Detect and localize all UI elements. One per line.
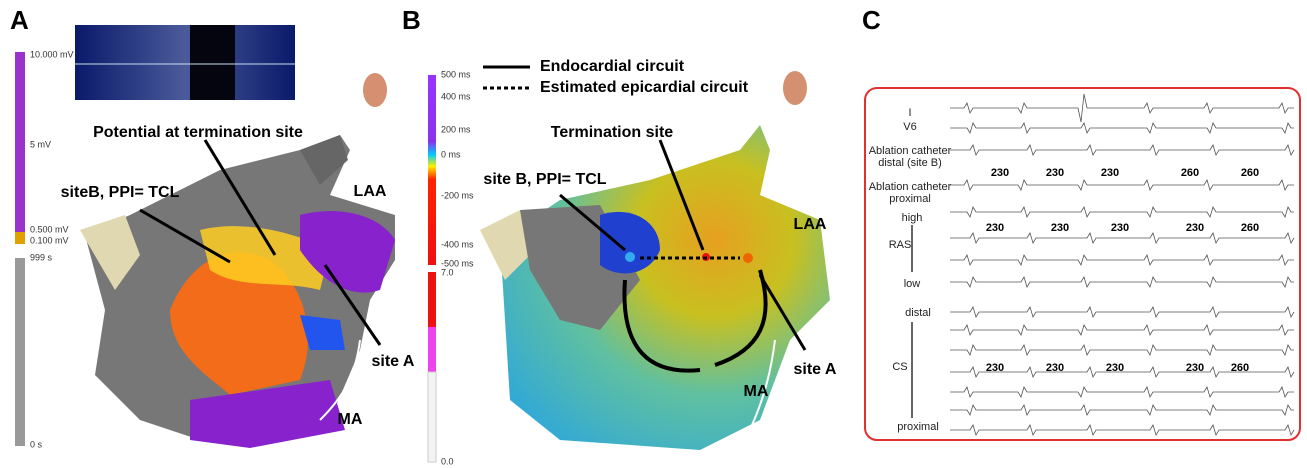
cycle-length: 230 (1046, 362, 1064, 374)
cycle-length: 230 (1046, 167, 1064, 179)
cycle-length: 230 (1051, 222, 1069, 234)
cycle-length: 260 (1241, 222, 1259, 234)
cycle-length: 230 (986, 222, 1004, 234)
panel-label: A (10, 5, 29, 35)
panel-label: B (402, 5, 421, 35)
scale-bar (15, 232, 25, 244)
lead-label: Ablation catheter (869, 181, 952, 193)
torso-icon (363, 73, 387, 107)
cycle-length: 230 (1186, 222, 1204, 234)
torso-icon (783, 71, 807, 105)
scale-label: 0 ms (441, 149, 461, 159)
figure: A B C 10.000 mV 5 mV 0.500 mV0.100 mV 999 s… (0, 0, 1307, 468)
cycle-length: 260 (1231, 362, 1249, 374)
panel-label: C (862, 5, 881, 35)
scale-bar (428, 327, 436, 372)
scale-label: 7.0 (441, 267, 454, 277)
lead-label: distal (site B) (878, 157, 942, 169)
scale-label: 999 s (30, 252, 53, 262)
scale-bar (428, 272, 436, 327)
scale-label: 200 ms (441, 124, 471, 134)
scale-label: 0.100 mV (30, 235, 69, 245)
annotation: site A (372, 353, 415, 370)
scale-label: 0.500 mV (30, 224, 69, 234)
annotation: site B, PPI= TCL (483, 171, 606, 188)
site-marker (625, 252, 635, 262)
cycle-length: 230 (986, 362, 1004, 374)
annotation: LAA (354, 183, 387, 200)
scale-label: 0.0 (441, 456, 454, 466)
cycle-length: 260 (1241, 167, 1259, 179)
scale-label: 400 ms (441, 91, 471, 101)
annotation: LAA (794, 216, 827, 233)
lead-label: I (908, 107, 911, 119)
annotation: Potential at termination site (93, 124, 303, 141)
recording-frame (865, 88, 1300, 440)
annotation: MA (338, 411, 363, 428)
lead-label: V6 (903, 121, 916, 133)
lead-label: proximal (897, 421, 939, 433)
lead-label: Ablation catheter (869, 145, 952, 157)
scale-label: 500 ms (441, 69, 471, 79)
scale-label: -400 ms (441, 239, 474, 249)
lead-label: RAS (889, 239, 912, 251)
scale-label: 10.000 mV (30, 49, 74, 59)
cycle-length: 230 (1111, 222, 1129, 234)
lead-label: distal (905, 307, 931, 319)
annotation: MA (744, 383, 769, 400)
scale-label: 5 mV (30, 139, 51, 149)
legend-label: Endocardial circuit (540, 58, 685, 75)
scale-label: -200 ms (441, 190, 474, 200)
cycle-length: 230 (1186, 362, 1204, 374)
egm-monitor (75, 25, 295, 100)
annotation: Termination site (551, 124, 673, 141)
scale-bar (15, 258, 25, 446)
legend-label: Estimated epicardial circuit (540, 79, 749, 96)
cycle-length: 230 (1101, 167, 1119, 179)
annotation: siteB, PPI= TCL (61, 184, 180, 201)
cycle-length: 230 (991, 167, 1009, 179)
lead-label: high (902, 212, 923, 224)
scale-bar (428, 75, 436, 265)
lead-label: low (904, 278, 921, 290)
egm-window (190, 25, 235, 100)
cycle-length: 260 (1181, 167, 1199, 179)
scale-bar (428, 372, 436, 462)
site-marker (743, 253, 753, 263)
annotation: site A (794, 361, 837, 378)
lead-label: proximal (889, 193, 931, 205)
scale-label: 0 s (30, 439, 43, 449)
cycle-length: 230 (1106, 362, 1124, 374)
scale-bar (15, 52, 25, 232)
lead-label: CS (892, 361, 907, 373)
